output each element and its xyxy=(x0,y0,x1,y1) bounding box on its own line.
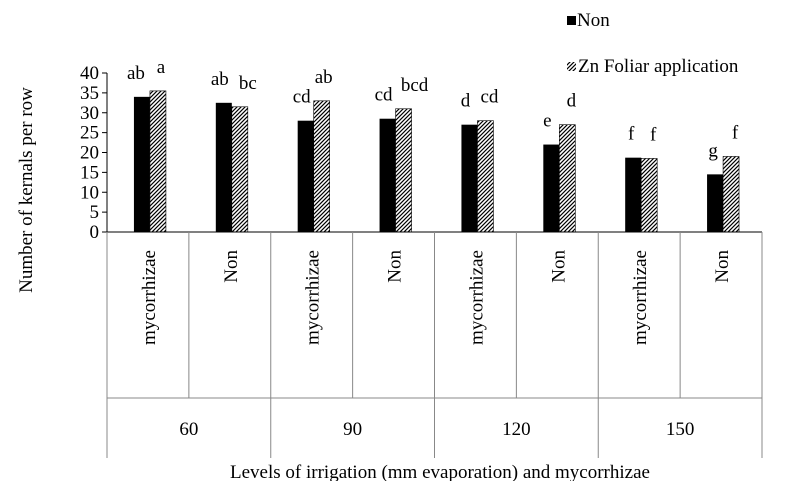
data-label-non-1: ab xyxy=(211,69,229,90)
bar-non-6 xyxy=(625,157,642,232)
y-tick-label: 30 xyxy=(80,103,99,124)
bars xyxy=(133,90,740,233)
x-tick-label-5: Non xyxy=(548,250,569,283)
y-tick-label: 25 xyxy=(80,123,99,144)
group-label-0: 60 xyxy=(179,419,198,440)
data-label-non-4: d xyxy=(461,91,471,112)
legend-swatch-non xyxy=(567,16,576,25)
x-tick-label-2: mycorrhizae xyxy=(303,250,324,345)
bar-zn-foliar-3 xyxy=(395,108,412,233)
y-tick-label: 35 xyxy=(80,83,99,104)
x-tick-label-0: mycorrhizae xyxy=(139,250,160,345)
bar-zn-foliar-5 xyxy=(559,124,576,233)
y-axis-label: Number of kernals per row xyxy=(16,87,37,293)
group-label-2: 120 xyxy=(502,419,531,440)
bar-non-3 xyxy=(379,118,396,232)
bar-non-1 xyxy=(215,102,232,232)
y-tick-label: 15 xyxy=(80,162,99,183)
y-tick-label: 40 xyxy=(80,63,99,84)
data-label-non-3: cd xyxy=(375,85,393,106)
bar-non-4 xyxy=(461,124,478,232)
bar-non-2 xyxy=(297,120,314,232)
x-tick-label-7: Non xyxy=(712,250,733,283)
y-tick-label: 5 xyxy=(90,202,100,223)
legend-label-zn-foliar: Zn Foliar application xyxy=(578,56,739,77)
data-label-non-6: f xyxy=(628,124,635,145)
legend-label-non: Non xyxy=(577,10,610,31)
group-label-1: 90 xyxy=(343,419,362,440)
data-label-zn-foliar-3: bcd xyxy=(401,75,429,96)
bar-zn-foliar-6 xyxy=(640,158,658,233)
data-label-non-5: e xyxy=(543,111,551,132)
legend-swatch-zn-foliar xyxy=(567,62,576,71)
y-tick-label: 20 xyxy=(80,143,99,164)
data-label-zn-foliar-2: ab xyxy=(315,67,333,88)
x-tick-label-4: mycorrhizae xyxy=(466,250,487,345)
legend: Non Zn Foliar application xyxy=(567,10,739,77)
data-label-zn-foliar-6: f xyxy=(650,124,657,145)
data-label-non-0: ab xyxy=(127,63,145,84)
x-axis-label: Levels of irrigation (mm evaporation) an… xyxy=(230,462,650,481)
y-tick-label: 10 xyxy=(80,182,99,203)
data-label-non-7: g xyxy=(708,140,718,161)
x-tick-label-3: Non xyxy=(385,250,406,283)
bar-zn-foliar-4 xyxy=(477,120,494,233)
data-label-zn-foliar-4: cd xyxy=(480,87,498,108)
data-label-non-2: cd xyxy=(293,87,311,108)
data-label-zn-foliar-1: bc xyxy=(239,73,257,94)
x-tick-label-6: mycorrhizae xyxy=(630,250,651,345)
y-tick-label: 0 xyxy=(90,222,100,243)
bar-non-0 xyxy=(133,96,150,232)
x-axis: mycorrhizae Non mycorrhizae Non mycorrhizae N… xyxy=(106,231,763,458)
group-label-3: 150 xyxy=(666,419,695,440)
data-label-zn-foliar-5: d xyxy=(567,91,577,112)
data-label-zn-foliar-0: a xyxy=(157,57,166,78)
bar-non-5 xyxy=(543,144,560,232)
bar-zn-foliar-7 xyxy=(722,156,740,233)
bar-non-7 xyxy=(707,174,724,232)
bar-zn-foliar-1 xyxy=(231,106,249,233)
bar-zn-foliar-2 xyxy=(313,100,330,233)
x-tick-label-1: Non xyxy=(221,250,242,283)
bar-zn-foliar-0 xyxy=(149,90,167,233)
data-label-zn-foliar-7: f xyxy=(732,122,739,143)
